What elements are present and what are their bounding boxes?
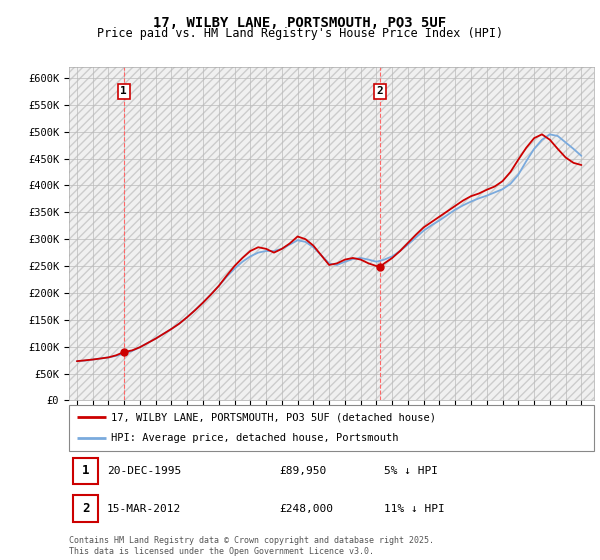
Text: 17, WILBY LANE, PORTSMOUTH, PO3 5UF: 17, WILBY LANE, PORTSMOUTH, PO3 5UF [154,16,446,30]
FancyBboxPatch shape [73,458,98,484]
FancyBboxPatch shape [69,405,594,451]
Text: 11% ↓ HPI: 11% ↓ HPI [384,503,445,514]
Text: 17, WILBY LANE, PORTSMOUTH, PO3 5UF (detached house): 17, WILBY LANE, PORTSMOUTH, PO3 5UF (det… [111,412,436,422]
Text: 15-MAR-2012: 15-MAR-2012 [107,503,181,514]
Text: HPI: Average price, detached house, Portsmouth: HPI: Average price, detached house, Port… [111,433,398,444]
Text: 2: 2 [376,86,383,96]
Text: £248,000: £248,000 [279,503,333,514]
Text: £89,950: £89,950 [279,466,326,476]
Text: 20-DEC-1995: 20-DEC-1995 [107,466,181,476]
Text: Contains HM Land Registry data © Crown copyright and database right 2025.
This d: Contains HM Land Registry data © Crown c… [69,536,434,556]
Text: 1: 1 [82,464,89,477]
Text: 5% ↓ HPI: 5% ↓ HPI [384,466,438,476]
Text: 2: 2 [82,502,89,515]
Text: 1: 1 [121,86,127,96]
FancyBboxPatch shape [73,495,98,522]
Text: Price paid vs. HM Land Registry's House Price Index (HPI): Price paid vs. HM Land Registry's House … [97,27,503,40]
